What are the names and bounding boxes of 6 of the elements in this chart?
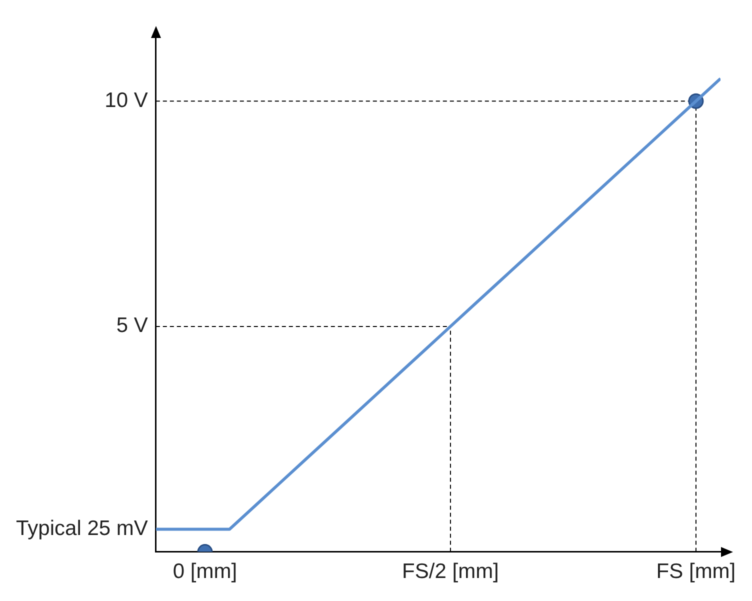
x-tick-label: FS/2 [mm] [402, 560, 499, 584]
y-tick-label: 10 V [104, 88, 148, 112]
y-tick-label: Typical 25 mV [16, 517, 148, 540]
x-tick-label: 0 [mm] [172, 560, 238, 584]
y-tick-label: 5 V [116, 314, 148, 338]
x-tick-label: FS [mm] [656, 560, 736, 584]
